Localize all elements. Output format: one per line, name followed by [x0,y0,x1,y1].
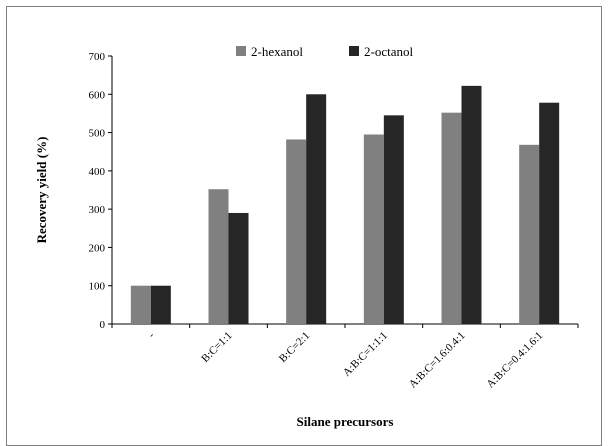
y-tick-label: 500 [89,128,106,140]
y-axis-title: Recovery yield (%) [34,137,49,244]
bar-2-octanol-B:C=2:1 [306,94,327,325]
bar-2-octanol-B:C=1:1 [228,212,249,324]
x-tick-label: B:C=2:1 [277,330,312,365]
y-tick-label: 700 [89,51,106,63]
legend-label-2-hexanol: 2-hexanol [251,44,303,59]
bars [130,85,560,325]
y-tick-label: 100 [89,281,106,293]
x-tick-label: - [146,329,157,340]
legend-label-2-octanol: 2-octanol [364,44,413,59]
y-tick-label: 300 [89,204,106,216]
bar-2-hexanol-A:B:C=1:1:1 [363,134,384,324]
axes [108,55,579,328]
bar-2-hexanol-B:C=2:1 [286,139,307,324]
bar-2-octanol-A:B:C=1:1:1 [383,115,404,324]
legend-swatch-2-hexanol [236,46,246,56]
y-tick-label: 600 [89,89,106,101]
x-tick-label: B:C=1:1 [199,330,234,365]
x-tick-label: A:B:C=1.6:0.4:1 [407,330,468,391]
bar-chart: 0 100 200 300 400 500 600 700 - B:C=1:1 B:C=2:1 A:B… [34,44,579,429]
y-tick-label: 200 [89,242,106,254]
legend: 2-hexanol 2-octanol [236,44,413,59]
x-tick-label: A:B:C=0.4:1.6:1 [484,330,545,391]
bar-2-hexanol-A:B:C=0.4:1.6:1 [519,144,540,324]
bar-2-octanol-A:B:C=1.6:0.4:1 [461,85,482,324]
x-axis-title: Silane precursors [297,414,394,429]
bar-2-octanol-- [150,285,171,324]
x-tick-label: A:B:C=1:1:1 [341,330,390,379]
bar-2-hexanol-A:B:C=1.6:0.4:1 [441,112,462,324]
y-tick-label: 400 [89,166,106,178]
y-tick-label: 0 [100,319,106,331]
legend-swatch-2-octanol [349,46,359,56]
bar-2-hexanol-B:C=1:1 [208,189,229,324]
bar-2-octanol-A:B:C=0.4:1.6:1 [539,102,560,324]
bar-2-hexanol-- [130,285,151,324]
